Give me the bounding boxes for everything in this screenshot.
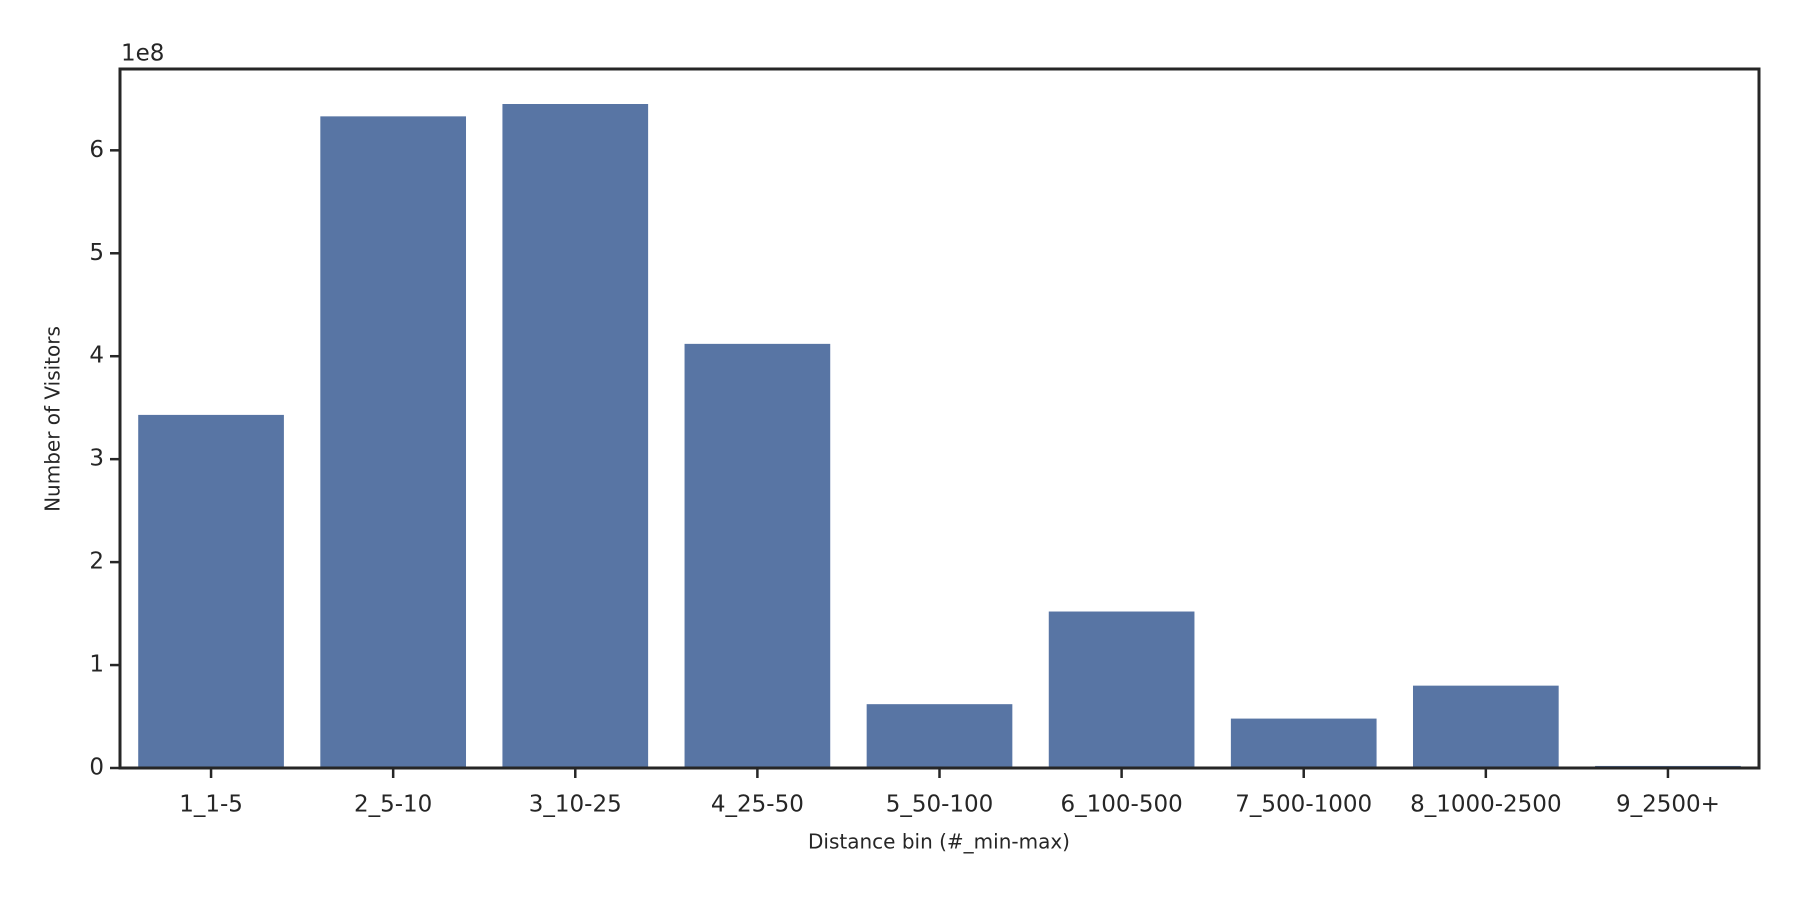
y-tick-label: 0 <box>89 755 104 781</box>
y-tick-label: 4 <box>89 343 104 369</box>
x-tick-label: 2_5-10 <box>354 792 432 818</box>
x-tick-label: 8_1000-2500 <box>1410 792 1562 818</box>
bar <box>866 704 1013 768</box>
bar <box>502 104 649 769</box>
bar <box>1412 685 1559 768</box>
y-offset-label: 1e8 <box>121 41 164 67</box>
x-tick-label: 6_100-500 <box>1060 792 1182 818</box>
y-tick-label: 1 <box>89 652 104 678</box>
bar <box>138 414 284 768</box>
plot-frame <box>118 67 1761 770</box>
y-axis-label: Number of Visitors <box>41 326 65 512</box>
x-tick-label: 9_2500+ <box>1616 792 1720 818</box>
bar <box>1230 718 1377 768</box>
bar <box>1048 611 1195 768</box>
x-tick-label: 3_10-25 <box>529 792 622 818</box>
bar <box>684 343 831 768</box>
y-tick-label: 2 <box>89 549 104 575</box>
x-tick-label: 4_25-50 <box>711 792 804 818</box>
x-axis-label: Distance bin (#_min-max) <box>808 830 1070 854</box>
bar <box>320 116 467 769</box>
y-tick-label: 6 <box>89 137 104 163</box>
x-tick-label: 1_1-5 <box>179 792 243 818</box>
y-tick-label: 5 <box>89 240 104 266</box>
x-tick-label: 5_50-100 <box>886 792 994 818</box>
y-tick-label: 3 <box>89 446 104 472</box>
x-tick-label: 7_500-1000 <box>1235 792 1372 818</box>
